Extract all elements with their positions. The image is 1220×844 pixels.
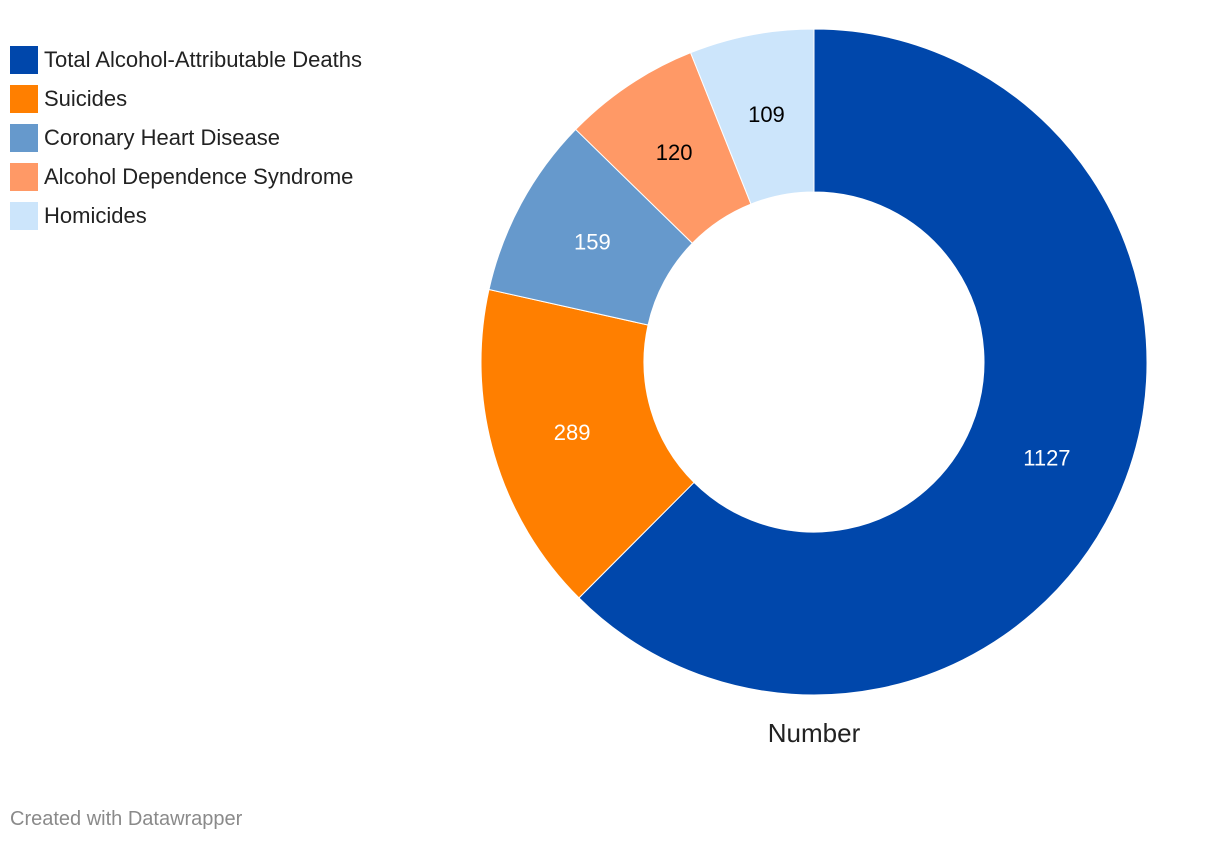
legend-swatch-homicides: [10, 201, 38, 230]
legend-label-suicides: Suicides: [44, 85, 128, 111]
slice-value-label-total-alcohol-attributable-deaths: 1127: [1023, 446, 1070, 471]
chart-legend: Total Alcohol-Attributable Deaths Suicid…: [10, 40, 450, 235]
legend-item-suicides: Suicides: [10, 79, 450, 118]
slice-value-label-coronary-heart-disease: 159: [574, 230, 611, 255]
legend-label-total-deaths: Total Alcohol-Attributable Deaths: [44, 46, 362, 72]
legend-label-homicides: Homicides: [44, 202, 147, 228]
legend-item-alcohol-dependence: Alcohol Dependence Syndrome: [10, 157, 450, 196]
legend-swatch-alcohol-dependence: [10, 162, 38, 191]
legend-swatch-total-deaths: [10, 45, 38, 74]
legend-label-coronary-heart-disease: Coronary Heart Disease: [44, 124, 280, 150]
donut-slice-total-alcohol-attributable-deaths: [578, 28, 1148, 696]
legend-item-homicides: Homicides: [10, 196, 450, 235]
donut-slice-homicides: [689, 28, 815, 205]
footer-credit: Created with Datawrapper: [10, 808, 243, 830]
legend-swatch-suicides: [10, 84, 38, 113]
slice-value-label-homicides: 109: [748, 102, 785, 127]
legend-item-coronary-heart-disease: Coronary Heart Disease: [10, 118, 450, 157]
legend-swatch-coronary-heart-disease: [10, 123, 38, 152]
legend-label-alcohol-dependence: Alcohol Dependence Syndrome: [44, 163, 354, 189]
slice-value-label-suicides: 289: [554, 420, 591, 445]
legend-item-total-deaths: Total Alcohol-Attributable Deaths: [10, 40, 450, 79]
chart-axis-label: Number: [768, 718, 861, 748]
slice-value-label-alcohol-dependence-syndrome: 120: [656, 140, 693, 165]
donut-slice-suicides: [480, 288, 695, 599]
donut-slice-labels: 1127 289 159 120 109: [554, 102, 1071, 471]
donut-slices: [480, 28, 1148, 696]
